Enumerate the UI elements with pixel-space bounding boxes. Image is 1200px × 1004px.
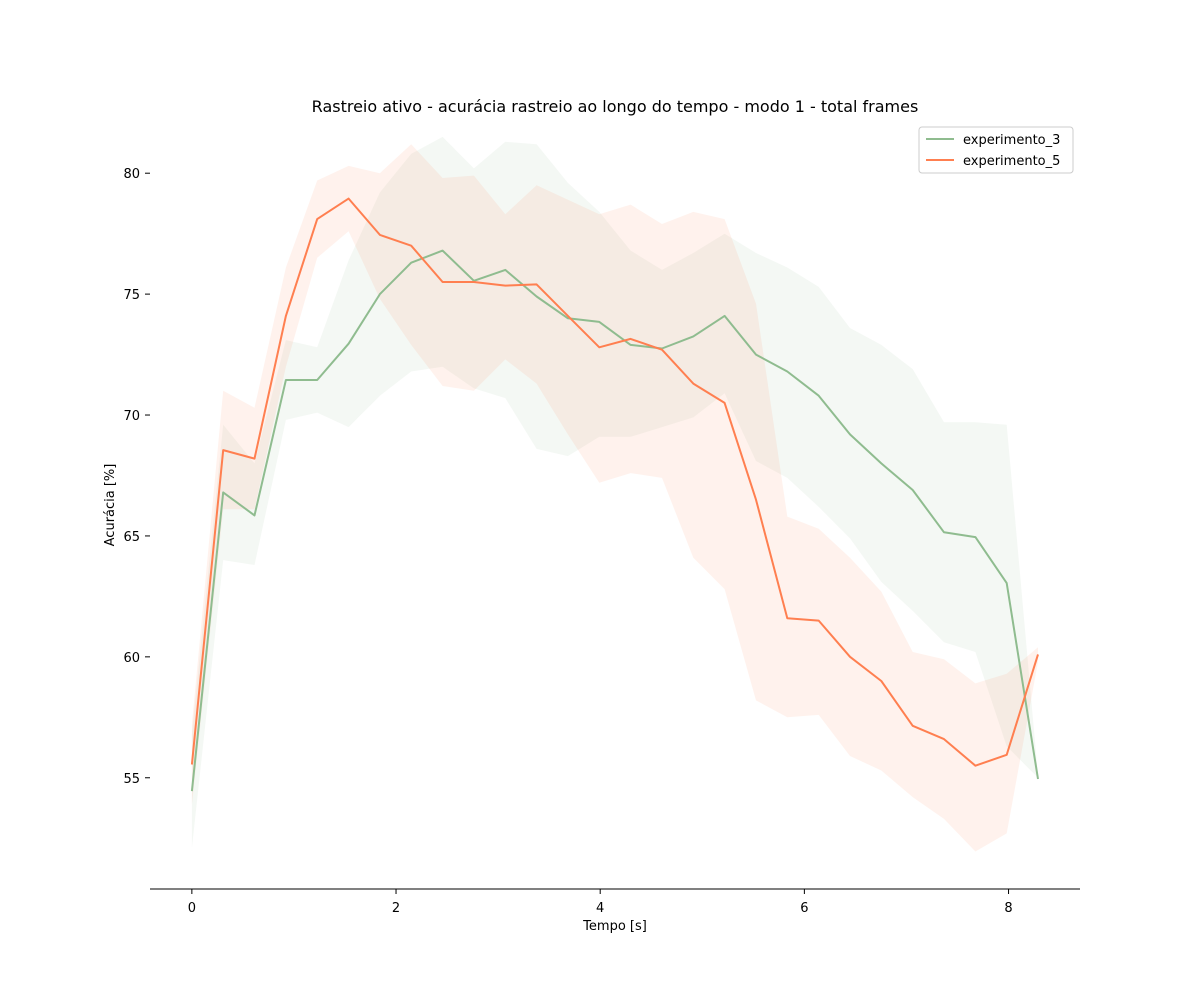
legend-label-experimento-5: experimento_5: [963, 154, 1060, 169]
confidence-bands: [191, 136, 1038, 852]
y-tick-label: 70: [123, 409, 140, 424]
x-tick-label: 0: [188, 901, 196, 916]
y-tick-label: 75: [123, 288, 140, 303]
series-line-experimento-3: [190, 249, 1039, 792]
legend-frame: [918, 126, 1074, 174]
x-tick-label: 4: [596, 901, 604, 916]
x-axis-ticks: 0 2 4 6 8: [188, 889, 1013, 916]
y-tick-label: 60: [123, 651, 140, 666]
series-line-experimento-5: [190, 197, 1039, 767]
y-tick-label: 80: [123, 167, 140, 182]
x-tick-label: 8: [1004, 901, 1012, 916]
x-tick-label: 6: [800, 901, 808, 916]
chart-title: Rastreio ativo - acurácia rastreio ao lo…: [312, 97, 919, 116]
x-axis-label: Tempo [s]: [582, 919, 647, 934]
y-axis-label: Acurácia [%]: [103, 464, 118, 547]
y-tick-label: 65: [123, 530, 140, 545]
y-axis-ticks: 55 60 65 70 75 80: [123, 167, 150, 787]
legend-label-experimento-3: experimento_3: [963, 133, 1060, 148]
legend: experimento_3 experimento_5: [918, 126, 1074, 174]
x-tick-label: 2: [392, 901, 400, 916]
series-lines: [190, 197, 1039, 792]
confidence-band-experimento-3: [191, 136, 1038, 848]
y-tick-label: 55: [123, 772, 140, 787]
confidence-band-experimento-5: [191, 144, 1038, 852]
